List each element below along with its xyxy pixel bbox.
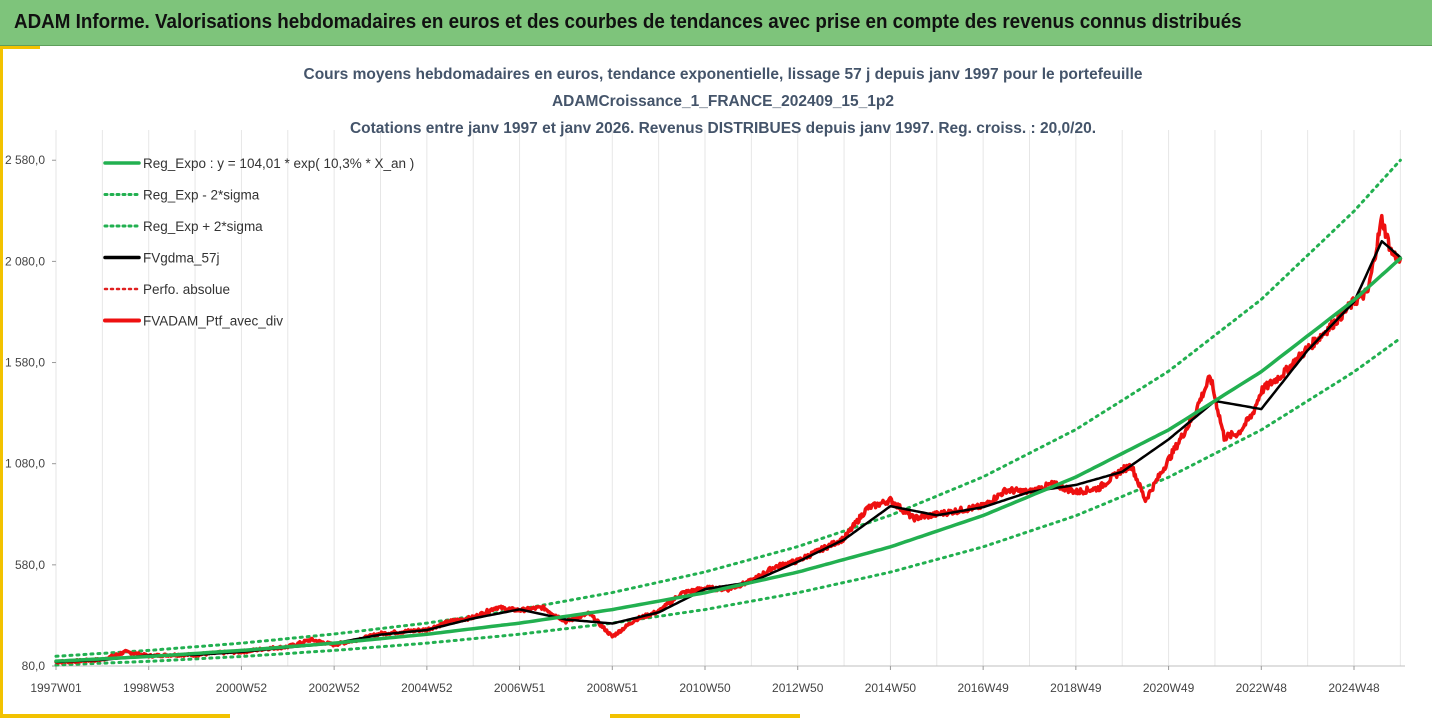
chart-grid <box>55 130 1405 667</box>
chart-title-line: Cotations entre janv 1997 et janv 2026. … <box>350 120 1096 137</box>
y-tick-label: 2 080,0 <box>5 254 45 268</box>
series-line-reg-exp-2-sigma <box>54 336 1402 667</box>
series-line-reg-expo <box>54 256 1403 663</box>
x-tick-label: 1997W01 <box>30 681 82 695</box>
y-tick-label: 2 580,0 <box>5 153 45 167</box>
x-tick-label: 2022W48 <box>1236 681 1288 695</box>
legend-label-mma: FVgdma_57j <box>143 251 220 266</box>
y-tick-label: 1 580,0 <box>5 356 45 370</box>
x-tick-label: 2016W49 <box>957 681 1009 695</box>
x-tick-label: 2004W52 <box>401 681 453 695</box>
x-tick-label: 2012W50 <box>772 681 824 695</box>
accent-bar-bottom-mid <box>610 714 800 718</box>
x-tick-label: 1998W53 <box>123 681 175 695</box>
x-tick-label: 2000W52 <box>216 681 268 695</box>
chart-legend: Reg_Expo : y = 104,01 * exp( 10,3% * X_a… <box>103 156 414 329</box>
x-tick-label: 2008W51 <box>587 681 639 695</box>
x-tick-label: 2014W50 <box>865 681 917 695</box>
accent-bar-bottom-left <box>0 714 230 718</box>
chart-titles: Cours moyens hebdomadaires en euros, ten… <box>304 66 1143 137</box>
legend-label-sigma_low: Reg_Exp - 2*sigma <box>143 188 260 203</box>
x-tick-label: 2020W49 <box>1143 681 1195 695</box>
page-title: ADAM Informe. Valorisations hebdomadaire… <box>14 11 1242 33</box>
x-tick-label: 2024W48 <box>1328 681 1380 695</box>
x-tick-label: 2018W49 <box>1050 681 1102 695</box>
legend-label-portfolio: FVADAM_Ptf_avec_div <box>143 314 283 329</box>
series-line-fvgdma-57j <box>54 239 1402 664</box>
y-axis: 80,0 580,0 1 080,0 1 580,0 2 080,0 2 580,0 <box>5 153 56 673</box>
x-tick-label: 2010W50 <box>679 681 731 695</box>
y-tick-label: 80,0 <box>22 659 46 673</box>
y-tick-label: 1 080,0 <box>5 457 45 471</box>
x-tick-label: 2002W52 <box>308 681 360 695</box>
legend-label-perfo: Perfo. absolue <box>143 282 230 297</box>
chart-svg: Cours moyens hebdomadaires en euros, ten… <box>5 66 1405 695</box>
y-tick-label: 580,0 <box>15 558 45 572</box>
x-tick-label: 2006W51 <box>494 681 546 695</box>
x-axis: 1997W01 1998W53 2000W52 2002W52 2004W52 2006W… <box>30 666 1380 695</box>
legend-label-regression: Reg_Expo : y = 104,01 * exp( 10,3% * X_a… <box>143 156 414 171</box>
series-line-fvadam-ptf-avec-div <box>54 213 1403 665</box>
chart-series <box>54 158 1403 667</box>
chart-title-line: ADAMCroissance_1_FRANCE_202409_15_1p2 <box>552 93 894 110</box>
accent-bar-top-left <box>0 46 40 49</box>
chart-title-line: Cours moyens hebdomadaires en euros, ten… <box>304 66 1143 83</box>
header-banner: ADAM Informe. Valorisations hebdomadaire… <box>0 0 1432 46</box>
legend-label-sigma_high: Reg_Exp + 2*sigma <box>143 219 263 234</box>
series-line-reg-exp-2-sigma <box>54 158 1402 658</box>
chart-frame: Cours moyens hebdomadaires en euros, ten… <box>0 46 1432 718</box>
